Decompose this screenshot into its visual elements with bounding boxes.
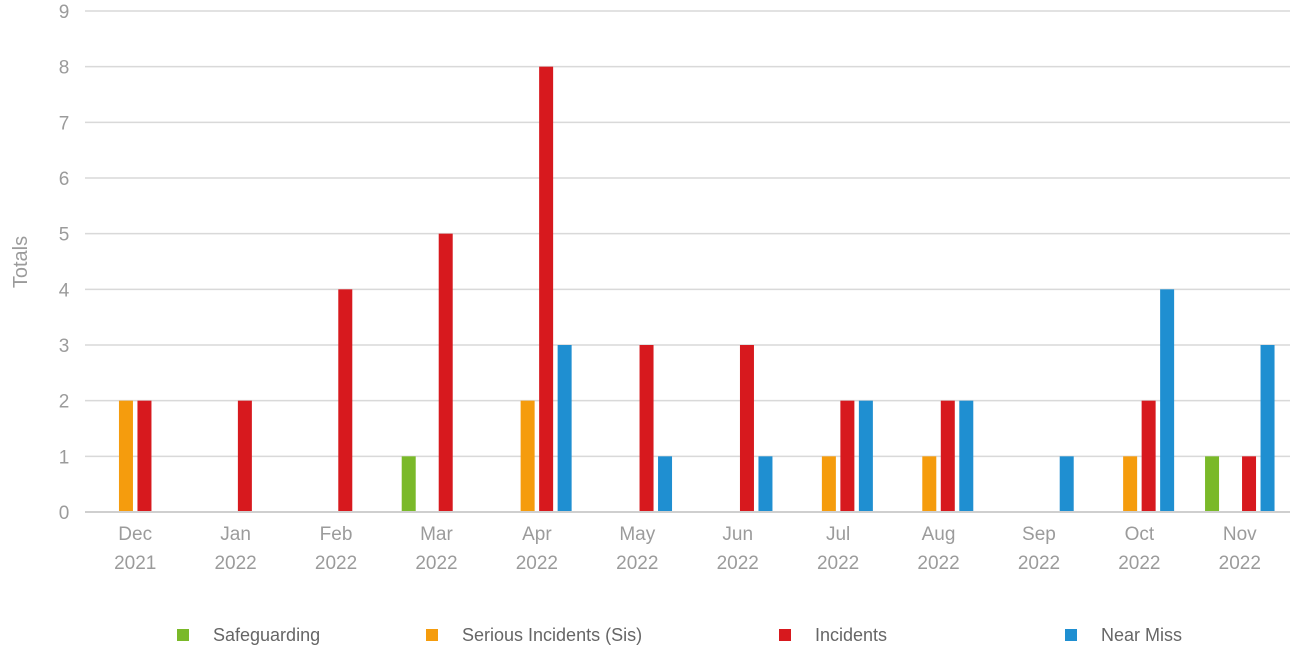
x-tick-year: 2022 (315, 553, 357, 574)
bar-near-miss-oct (1160, 289, 1175, 512)
legend-item: Serious Incidents (Sis) (426, 625, 642, 645)
bar-incidents-mar (438, 233, 453, 513)
y-tick-label: 6 (59, 169, 70, 190)
y-tick-label: 3 (59, 336, 70, 357)
bar-incidents-dec (137, 400, 152, 512)
x-tick-month: Dec (118, 524, 152, 545)
y-tick-label: 8 (59, 58, 70, 79)
y-tick-label: 9 (59, 2, 70, 23)
x-tick-year: 2022 (1118, 553, 1160, 574)
bars (118, 66, 1275, 513)
bar-incidents-apr (539, 66, 554, 513)
x-tick-month: Jun (722, 524, 753, 545)
x-tick-month: Apr (522, 524, 552, 545)
bar-near-miss-apr (557, 345, 572, 512)
x-tick-month: Oct (1125, 524, 1155, 545)
x-tick-month: May (619, 524, 655, 545)
legend-label: Incidents (815, 625, 887, 645)
legend: Safeguarding Serious Incidents (Sis) Incid… (177, 625, 1182, 645)
x-tick-month: Feb (320, 524, 353, 545)
bar-incidents-may (639, 345, 654, 512)
legend-label: Serious Incidents (Sis) (462, 625, 642, 645)
y-axis-label: Totals (10, 236, 32, 288)
legend-item: Near Miss (1065, 625, 1182, 645)
x-tick-year: 2022 (817, 553, 859, 574)
x-tick-year: 2022 (214, 553, 256, 574)
bar-near-miss-aug (959, 400, 974, 512)
x-tick-month: Sep (1022, 524, 1056, 545)
bar-serious-incidents-sis-aug (922, 456, 937, 512)
bar-incidents-feb (338, 289, 353, 512)
y-tick-label: 0 (59, 503, 70, 524)
bar-near-miss-may (658, 456, 673, 512)
bar-serious-incidents-sis-oct (1123, 456, 1138, 512)
bar-incidents-jul (840, 400, 855, 512)
bar-incidents-oct (1141, 400, 1156, 512)
x-tick-year: 2022 (516, 553, 558, 574)
y-tick-label: 1 (59, 447, 70, 468)
legend-label: Near Miss (1101, 625, 1182, 645)
x-tick-year: 2021 (114, 553, 156, 574)
bar-incidents-aug (940, 400, 955, 512)
x-tick-year: 2022 (415, 553, 457, 574)
y-axis-ticks: 0 1 2 3 4 5 6 7 8 9 (59, 2, 70, 524)
y-tick-label: 4 (59, 280, 70, 301)
x-tick-month: Aug (922, 524, 956, 545)
x-tick-year: 2022 (917, 553, 959, 574)
y-tick-label: 7 (59, 113, 70, 134)
legend-label: Safeguarding (213, 625, 320, 645)
gridlines (85, 10, 1290, 458)
bar-serious-incidents-sis-apr (520, 400, 535, 512)
x-tick-month: Jul (826, 524, 850, 545)
bar-safeguarding-nov (1205, 456, 1220, 512)
x-axis-ticks: Dec 2021 Jan 2022 Feb 2022 Mar 2022 Apr 2022 May 20… (114, 524, 1261, 574)
bar-incidents-jan (237, 400, 252, 512)
legend-swatch (177, 629, 189, 641)
legend-item: Incidents (779, 625, 887, 645)
bar-near-miss-jul (858, 400, 873, 512)
bar-incidents-jun (739, 345, 754, 512)
x-tick-year: 2022 (616, 553, 658, 574)
x-tick-month: Nov (1223, 524, 1257, 545)
y-tick-label: 2 (59, 392, 70, 413)
legend-swatch (1065, 629, 1077, 641)
bar-serious-incidents-sis-jul (821, 456, 836, 512)
legend-swatch (426, 629, 438, 641)
bar-near-miss-sep (1059, 456, 1074, 512)
x-tick-year: 2022 (717, 553, 759, 574)
x-tick-month: Jan (220, 524, 251, 545)
bar-serious-incidents-sis-dec (118, 400, 133, 512)
x-tick-year: 2022 (1219, 553, 1261, 574)
legend-swatch (779, 629, 791, 641)
bar-near-miss-nov (1260, 345, 1275, 512)
bar-near-miss-jun (758, 456, 773, 512)
y-tick-label: 5 (59, 225, 70, 246)
x-tick-year: 2022 (1018, 553, 1060, 574)
bar-incidents-nov (1242, 456, 1257, 512)
bar-safeguarding-mar (401, 456, 416, 512)
x-tick-month: Mar (420, 524, 453, 545)
legend-item: Safeguarding (177, 625, 320, 645)
